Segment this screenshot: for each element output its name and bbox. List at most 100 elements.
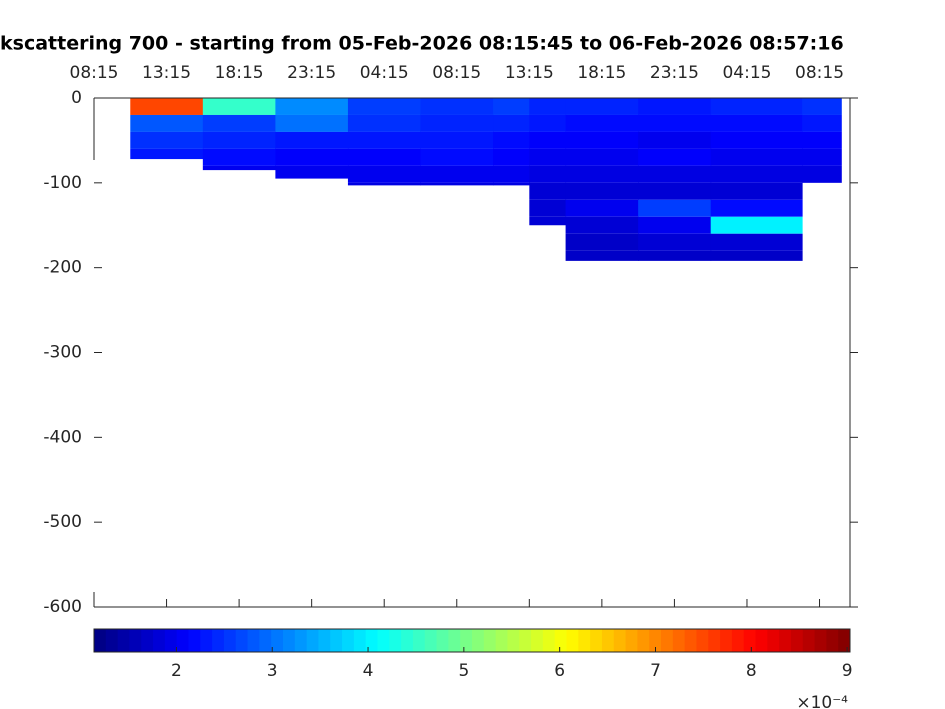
cell xyxy=(347,98,421,115)
colorbar-swatch xyxy=(460,629,473,652)
cell xyxy=(420,182,494,186)
cell xyxy=(802,148,842,166)
colorbar-swatch xyxy=(601,629,615,652)
cell xyxy=(710,233,803,251)
cell xyxy=(638,250,712,261)
colorbar-swatch xyxy=(720,629,733,652)
x-tick-label: 18:15 xyxy=(577,63,626,83)
cell xyxy=(529,114,567,132)
cell xyxy=(130,148,204,160)
cell xyxy=(565,148,639,166)
x-tick-label: 08:15 xyxy=(795,63,844,83)
colorbar-swatch xyxy=(283,629,296,652)
cell xyxy=(275,114,349,132)
y-tick-label: -200 xyxy=(43,258,82,278)
colorbar-swatch xyxy=(259,629,272,652)
colorbar-swatch xyxy=(412,629,426,652)
colorbar-swatch xyxy=(247,629,260,652)
colorbar-swatch xyxy=(306,629,319,652)
cell xyxy=(493,182,530,186)
cell xyxy=(202,131,276,149)
colorbar-swatch xyxy=(531,629,544,652)
y-tick-label: -500 xyxy=(43,512,82,532)
colorbar-exponent: ×10⁻⁴ xyxy=(796,693,848,709)
colorbar-swatch xyxy=(176,629,189,652)
colorbar-tick-label: 2 xyxy=(171,661,182,681)
cell xyxy=(275,148,349,166)
cell xyxy=(565,250,639,261)
colorbar-swatch xyxy=(779,629,792,652)
colorbar-swatch xyxy=(436,629,449,652)
colorbar-tick-label: 8 xyxy=(746,661,757,681)
colorbar-swatch xyxy=(826,629,839,652)
colorbar-tick-label: 9 xyxy=(842,661,853,681)
cell xyxy=(710,216,803,234)
cell xyxy=(802,98,842,115)
cell xyxy=(493,165,530,183)
cell xyxy=(130,98,204,115)
cell xyxy=(638,98,712,115)
cell xyxy=(202,114,276,132)
x-tick-label: 18:15 xyxy=(215,63,264,83)
cell xyxy=(493,148,530,166)
x-tick-label: 13:15 xyxy=(505,63,554,83)
x-tick-label: 23:15 xyxy=(287,63,336,83)
cell xyxy=(802,114,842,132)
colorbar-swatch xyxy=(625,629,638,652)
chart-title: kscattering 700 - starting from 05-Feb-2… xyxy=(0,33,844,55)
colorbar-swatch xyxy=(164,629,178,652)
colorbar-swatch xyxy=(672,629,686,652)
cell xyxy=(638,114,712,132)
colorbar-swatch xyxy=(590,629,603,652)
cell xyxy=(565,114,639,132)
colorbar-swatch xyxy=(708,629,721,652)
colorbar-swatch xyxy=(318,629,331,652)
cell xyxy=(420,148,494,166)
cell xyxy=(565,131,639,149)
cell xyxy=(565,182,639,200)
colorbar-tick-label: 5 xyxy=(458,661,469,681)
cell xyxy=(710,148,803,166)
x-tick-label: 08:15 xyxy=(70,63,119,83)
cell xyxy=(638,216,712,234)
y-tick-label: -100 xyxy=(43,173,82,193)
colorbar-swatch xyxy=(613,629,627,652)
cell xyxy=(710,114,803,132)
colorbar-tick-label: 4 xyxy=(363,661,374,681)
cell xyxy=(420,165,494,183)
cell xyxy=(347,182,421,186)
colorbar-swatch xyxy=(802,629,816,652)
colorbar-swatch xyxy=(731,629,745,652)
colorbar-swatch xyxy=(448,629,461,652)
cell xyxy=(638,182,712,200)
cell xyxy=(529,131,567,149)
colorbar-swatch xyxy=(472,629,485,652)
cell xyxy=(420,114,494,132)
cell xyxy=(420,98,494,115)
cell xyxy=(529,182,567,200)
cell xyxy=(638,131,712,149)
colorbar-swatch xyxy=(684,629,697,652)
cell xyxy=(275,165,349,179)
cell xyxy=(529,199,567,217)
colorbar-swatch xyxy=(129,629,142,652)
cell xyxy=(802,131,842,149)
x-tick-label: 04:15 xyxy=(722,63,771,83)
colorbar-swatch xyxy=(495,629,508,652)
colorbar-swatch xyxy=(790,629,804,652)
colorbar-swatch xyxy=(401,629,414,652)
cell xyxy=(638,148,712,166)
cell xyxy=(275,131,349,149)
cell xyxy=(347,114,421,132)
cell xyxy=(710,131,803,149)
colorbar-swatch xyxy=(235,629,249,652)
cell xyxy=(275,98,349,115)
colorbar-tick-label: 7 xyxy=(650,661,661,681)
colorbar-swatch xyxy=(212,629,225,652)
colorbar-swatch xyxy=(223,629,237,652)
cell xyxy=(420,131,494,149)
colorbar-swatch xyxy=(637,629,650,652)
cell xyxy=(638,233,712,251)
cell xyxy=(565,165,639,183)
colorbar-swatch xyxy=(814,629,827,652)
